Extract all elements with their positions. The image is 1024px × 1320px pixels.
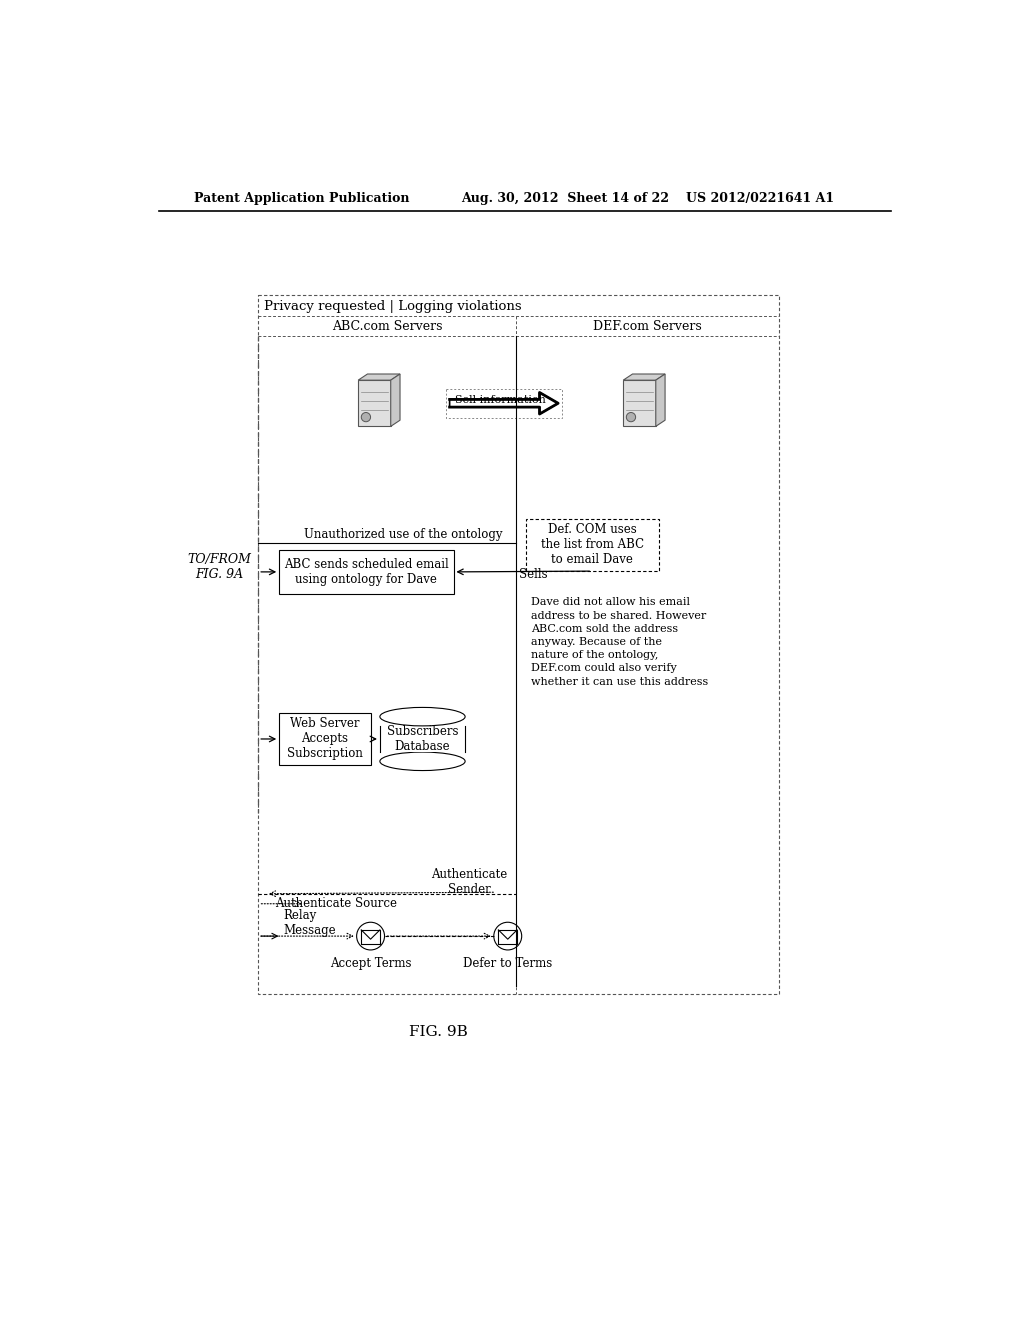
Text: Unauthorized use of the ontology: Unauthorized use of the ontology [304, 528, 503, 541]
Text: FIG. 9B: FIG. 9B [409, 1026, 467, 1039]
Text: ABC sends scheduled email
using ontology for Dave: ABC sends scheduled email using ontology… [284, 558, 449, 586]
Text: US 2012/0221641 A1: US 2012/0221641 A1 [686, 191, 835, 205]
Text: Privacy requested | Logging violations: Privacy requested | Logging violations [264, 300, 522, 313]
Text: DEF.com Servers: DEF.com Servers [593, 319, 701, 333]
Text: ABC.com Servers: ABC.com Servers [332, 319, 442, 333]
Polygon shape [450, 392, 558, 414]
FancyBboxPatch shape [280, 713, 371, 766]
Ellipse shape [380, 708, 465, 726]
Text: Sell information: Sell information [455, 395, 546, 405]
Polygon shape [358, 380, 391, 426]
Text: Subscribers
Database: Subscribers Database [387, 725, 459, 752]
Ellipse shape [380, 752, 465, 771]
Circle shape [627, 413, 636, 422]
Text: Def. COM uses
the list from ABC
to email Dave: Def. COM uses the list from ABC to email… [541, 524, 644, 566]
Text: Authenticate
Sender: Authenticate Sender [431, 869, 507, 896]
Text: Dave did not allow his email
address to be shared. However
ABC.com sold the addr: Dave did not allow his email address to … [531, 598, 709, 686]
Polygon shape [624, 374, 665, 380]
Text: Sells: Sells [519, 568, 548, 581]
Polygon shape [358, 374, 400, 380]
FancyBboxPatch shape [280, 549, 454, 594]
Text: Web Server
Accepts
Subscription: Web Server Accepts Subscription [287, 718, 362, 760]
Text: Defer to Terms: Defer to Terms [463, 957, 552, 970]
Polygon shape [655, 374, 665, 426]
Circle shape [494, 923, 521, 950]
Text: Relay
Message: Relay Message [283, 909, 336, 937]
Text: Aug. 30, 2012  Sheet 14 of 22: Aug. 30, 2012 Sheet 14 of 22 [461, 191, 670, 205]
Polygon shape [391, 374, 400, 426]
Text: Accept Terms: Accept Terms [330, 957, 412, 970]
FancyBboxPatch shape [525, 519, 658, 572]
Text: Patent Application Publication: Patent Application Publication [194, 191, 410, 205]
Text: TO/FROM
FIG. 9A: TO/FROM FIG. 9A [187, 553, 251, 581]
Text: Authenticate Source: Authenticate Source [274, 898, 396, 911]
Circle shape [356, 923, 385, 950]
Polygon shape [624, 380, 655, 426]
Polygon shape [380, 726, 465, 752]
Circle shape [361, 413, 371, 422]
